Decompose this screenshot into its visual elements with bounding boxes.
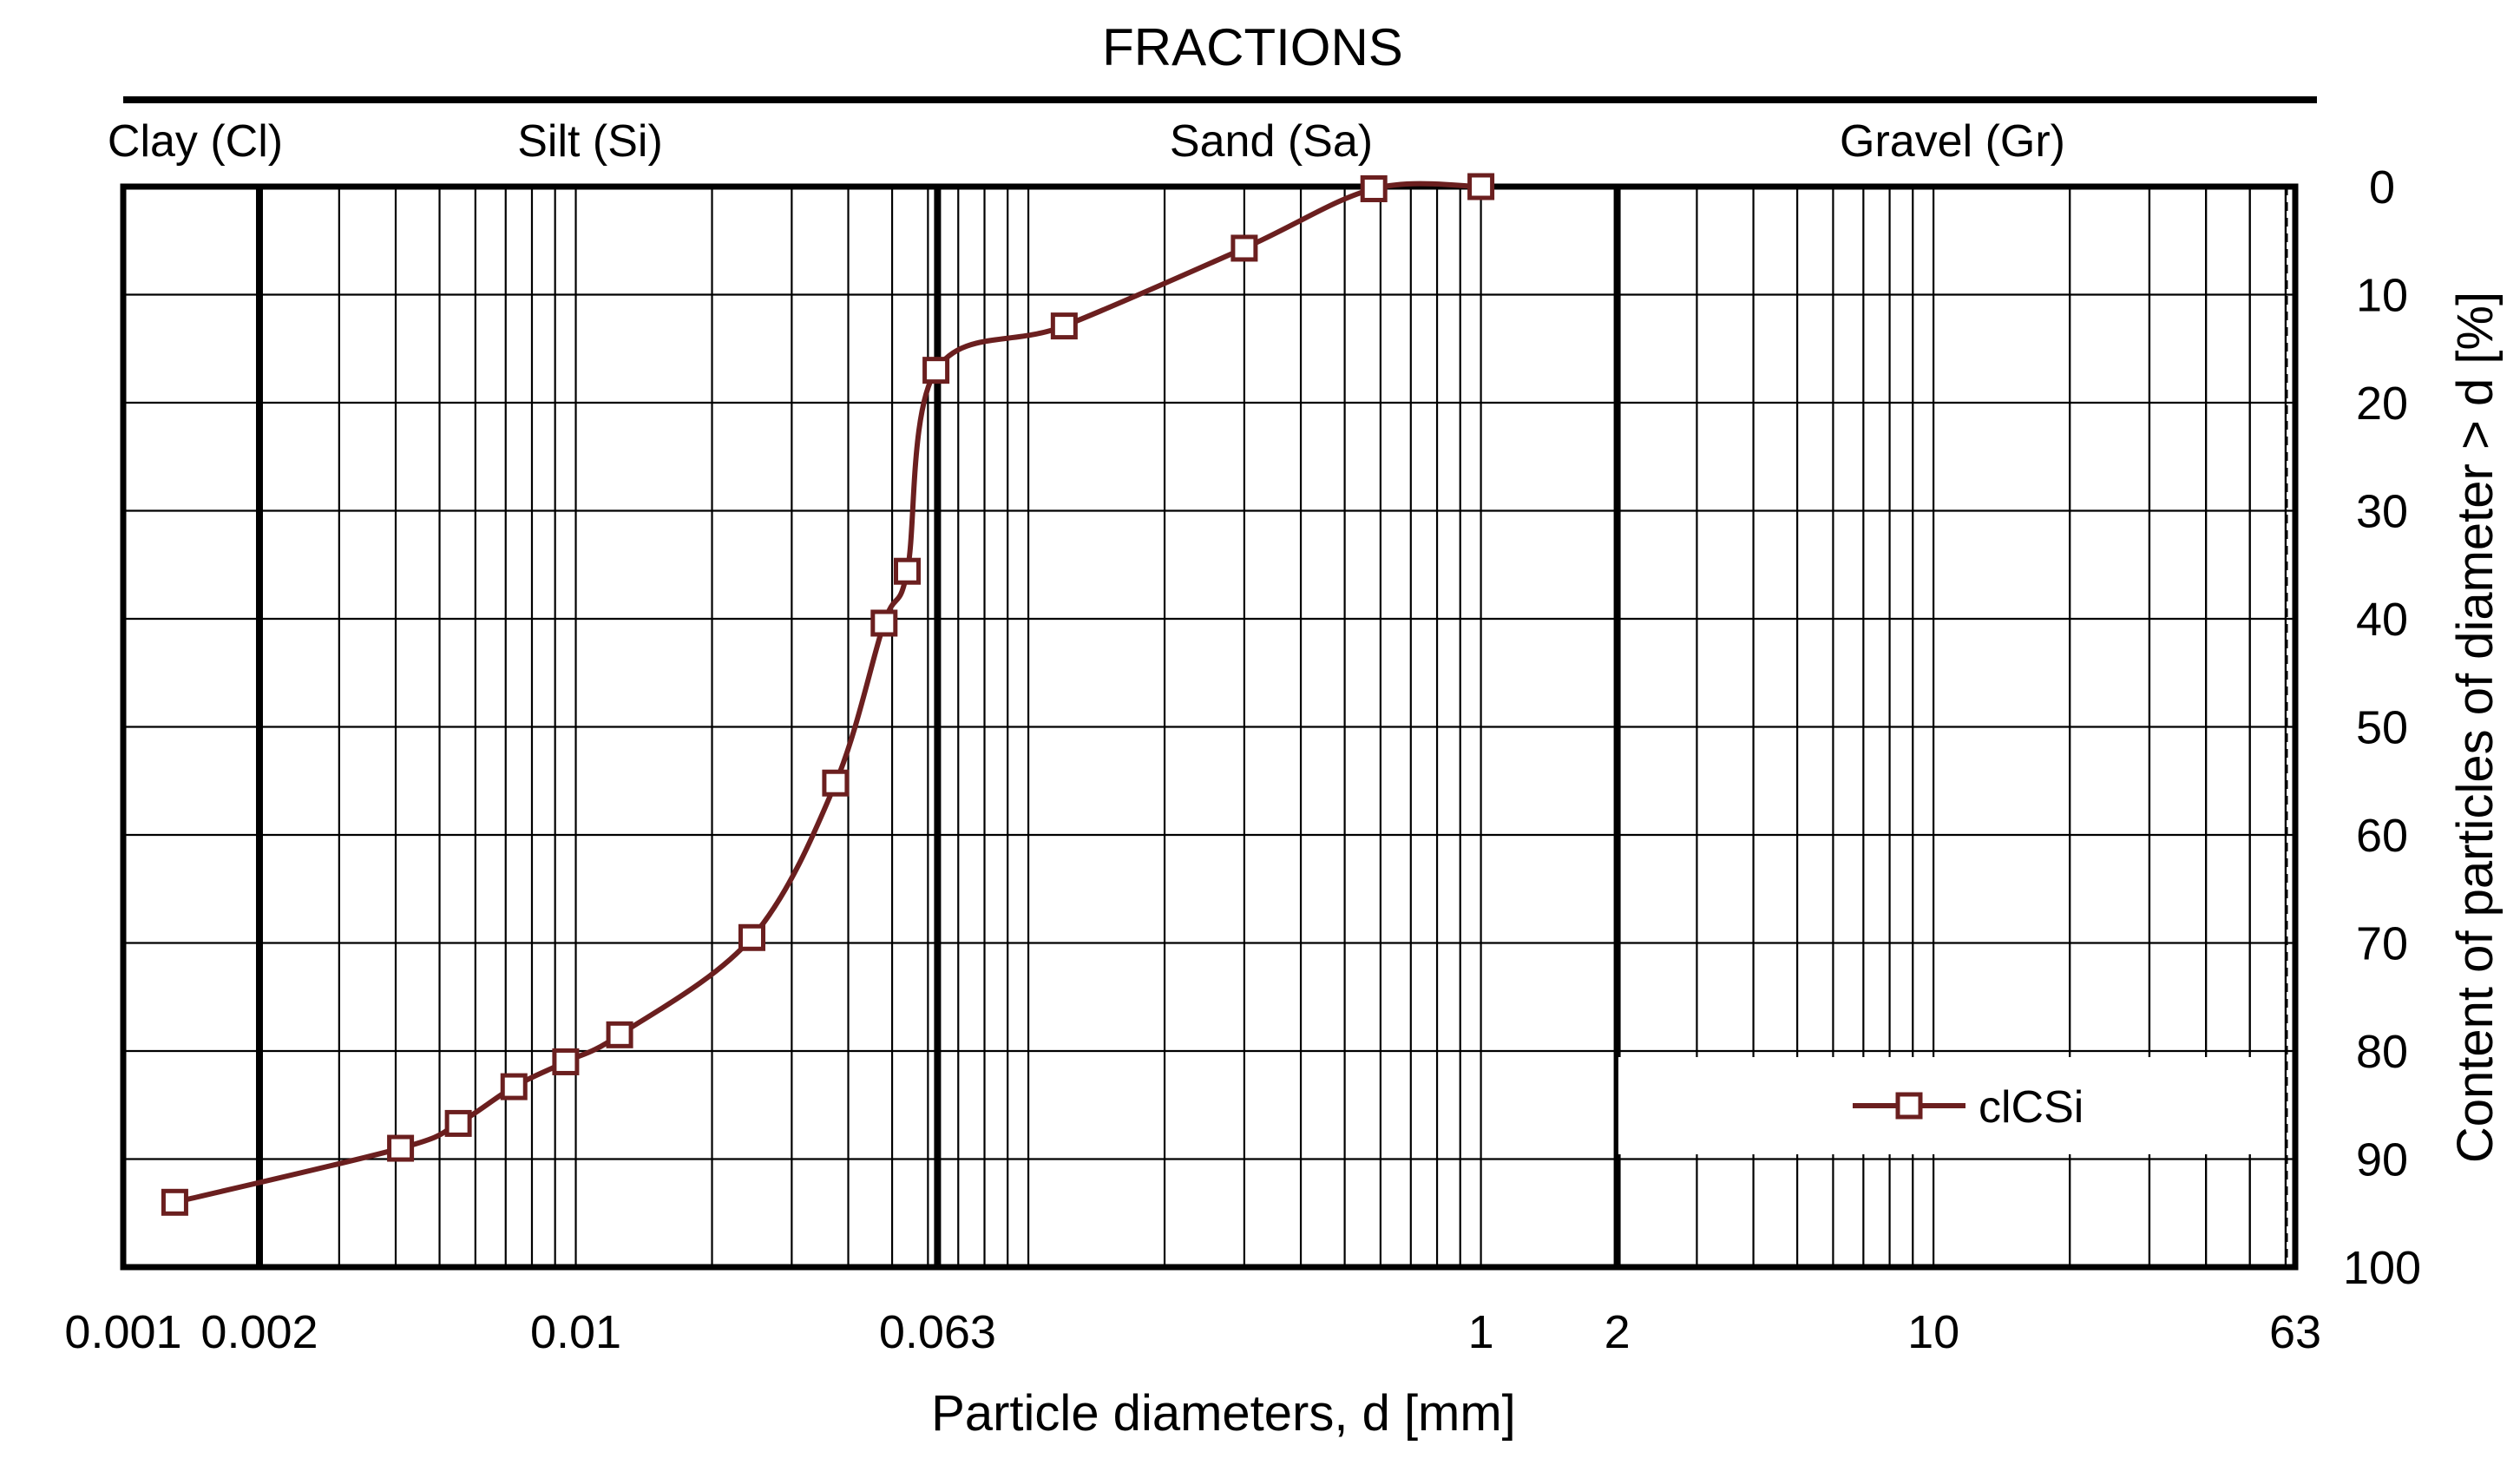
data-point-marker: [500, 1073, 528, 1100]
data-point-marker: [822, 769, 850, 797]
y-tick-label: 10: [2356, 270, 2408, 322]
y-tick-label: 40: [2356, 594, 2408, 646]
legend-label-clcsi: clCSi: [1979, 1082, 2084, 1133]
data-point-marker: [606, 1021, 633, 1048]
x-tick-label: 0.01: [530, 1306, 621, 1358]
data-point-marker: [1360, 174, 1388, 202]
fraction-label: Clay (Cl): [108, 116, 283, 167]
data-point-marker: [870, 609, 898, 637]
y-tick-labels: 0 10 20 30 40 50 60 70 80 90 100: [2343, 161, 2421, 1294]
y-tick-label: 80: [2356, 1026, 2408, 1078]
x-tick-label: 1: [1468, 1306, 1494, 1358]
y-tick-label: 60: [2356, 810, 2408, 862]
data-point-marker: [922, 357, 950, 384]
fraction-label: Silt (Si): [517, 116, 663, 167]
legend: clCSi: [1618, 1057, 2282, 1154]
x-tick-label: 63: [2269, 1306, 2321, 1358]
x-tick-label: 2: [1605, 1306, 1631, 1358]
x-tick-label: 0.001: [64, 1306, 181, 1358]
plot-border: [120, 183, 2299, 1271]
fraction-label: Sand (Sa): [1170, 116, 1373, 167]
fractions-title: FRACTIONS: [1102, 18, 1403, 76]
y-tick-label: 100: [2343, 1242, 2421, 1294]
y-tick-label: 90: [2356, 1134, 2408, 1186]
y-tick-label: 30: [2356, 486, 2408, 538]
data-point-marker: [1050, 312, 1078, 340]
x-tick-labels: 0.001 0.002 0.01 0.063 1 2 10 63: [64, 1306, 2321, 1358]
fraction-label: Gravel (Gr): [1840, 116, 2065, 167]
data-point-marker: [387, 1134, 415, 1162]
legend-marker-sample: [1895, 1092, 1923, 1120]
x-tick-label: 0.002: [200, 1306, 318, 1358]
x-axis-title: Particle diameters, d [mm]: [931, 1385, 1516, 1442]
series-clcsi: [161, 173, 1495, 1216]
series-line-clcsi: [174, 181, 1481, 1206]
data-point-marker: [161, 1188, 188, 1216]
y-axis-title: Content of particles of diameter > d [%]: [2447, 292, 2504, 1163]
data-point-marker: [893, 557, 921, 585]
data-point-marker: [738, 923, 765, 951]
data-point-marker: [1230, 234, 1258, 262]
data-point-marker: [552, 1048, 580, 1075]
data-point-marker: [1467, 173, 1495, 200]
x-tick-label: 10: [1907, 1306, 1959, 1358]
fraction-labels: Clay (Cl) Silt (Si) Sand (Sa) Gravel (Gr): [108, 116, 2065, 167]
plot-frame: [120, 183, 2299, 1271]
y-tick-label: 20: [2356, 378, 2408, 430]
x-tick-label: 0.063: [879, 1306, 996, 1358]
y-tick-label: 70: [2356, 918, 2408, 970]
fractions-header: FRACTIONS: [123, 18, 2317, 103]
y-tick-label: 50: [2356, 702, 2408, 754]
data-point-marker: [444, 1109, 472, 1137]
y-tick-label: 0: [2369, 161, 2395, 214]
